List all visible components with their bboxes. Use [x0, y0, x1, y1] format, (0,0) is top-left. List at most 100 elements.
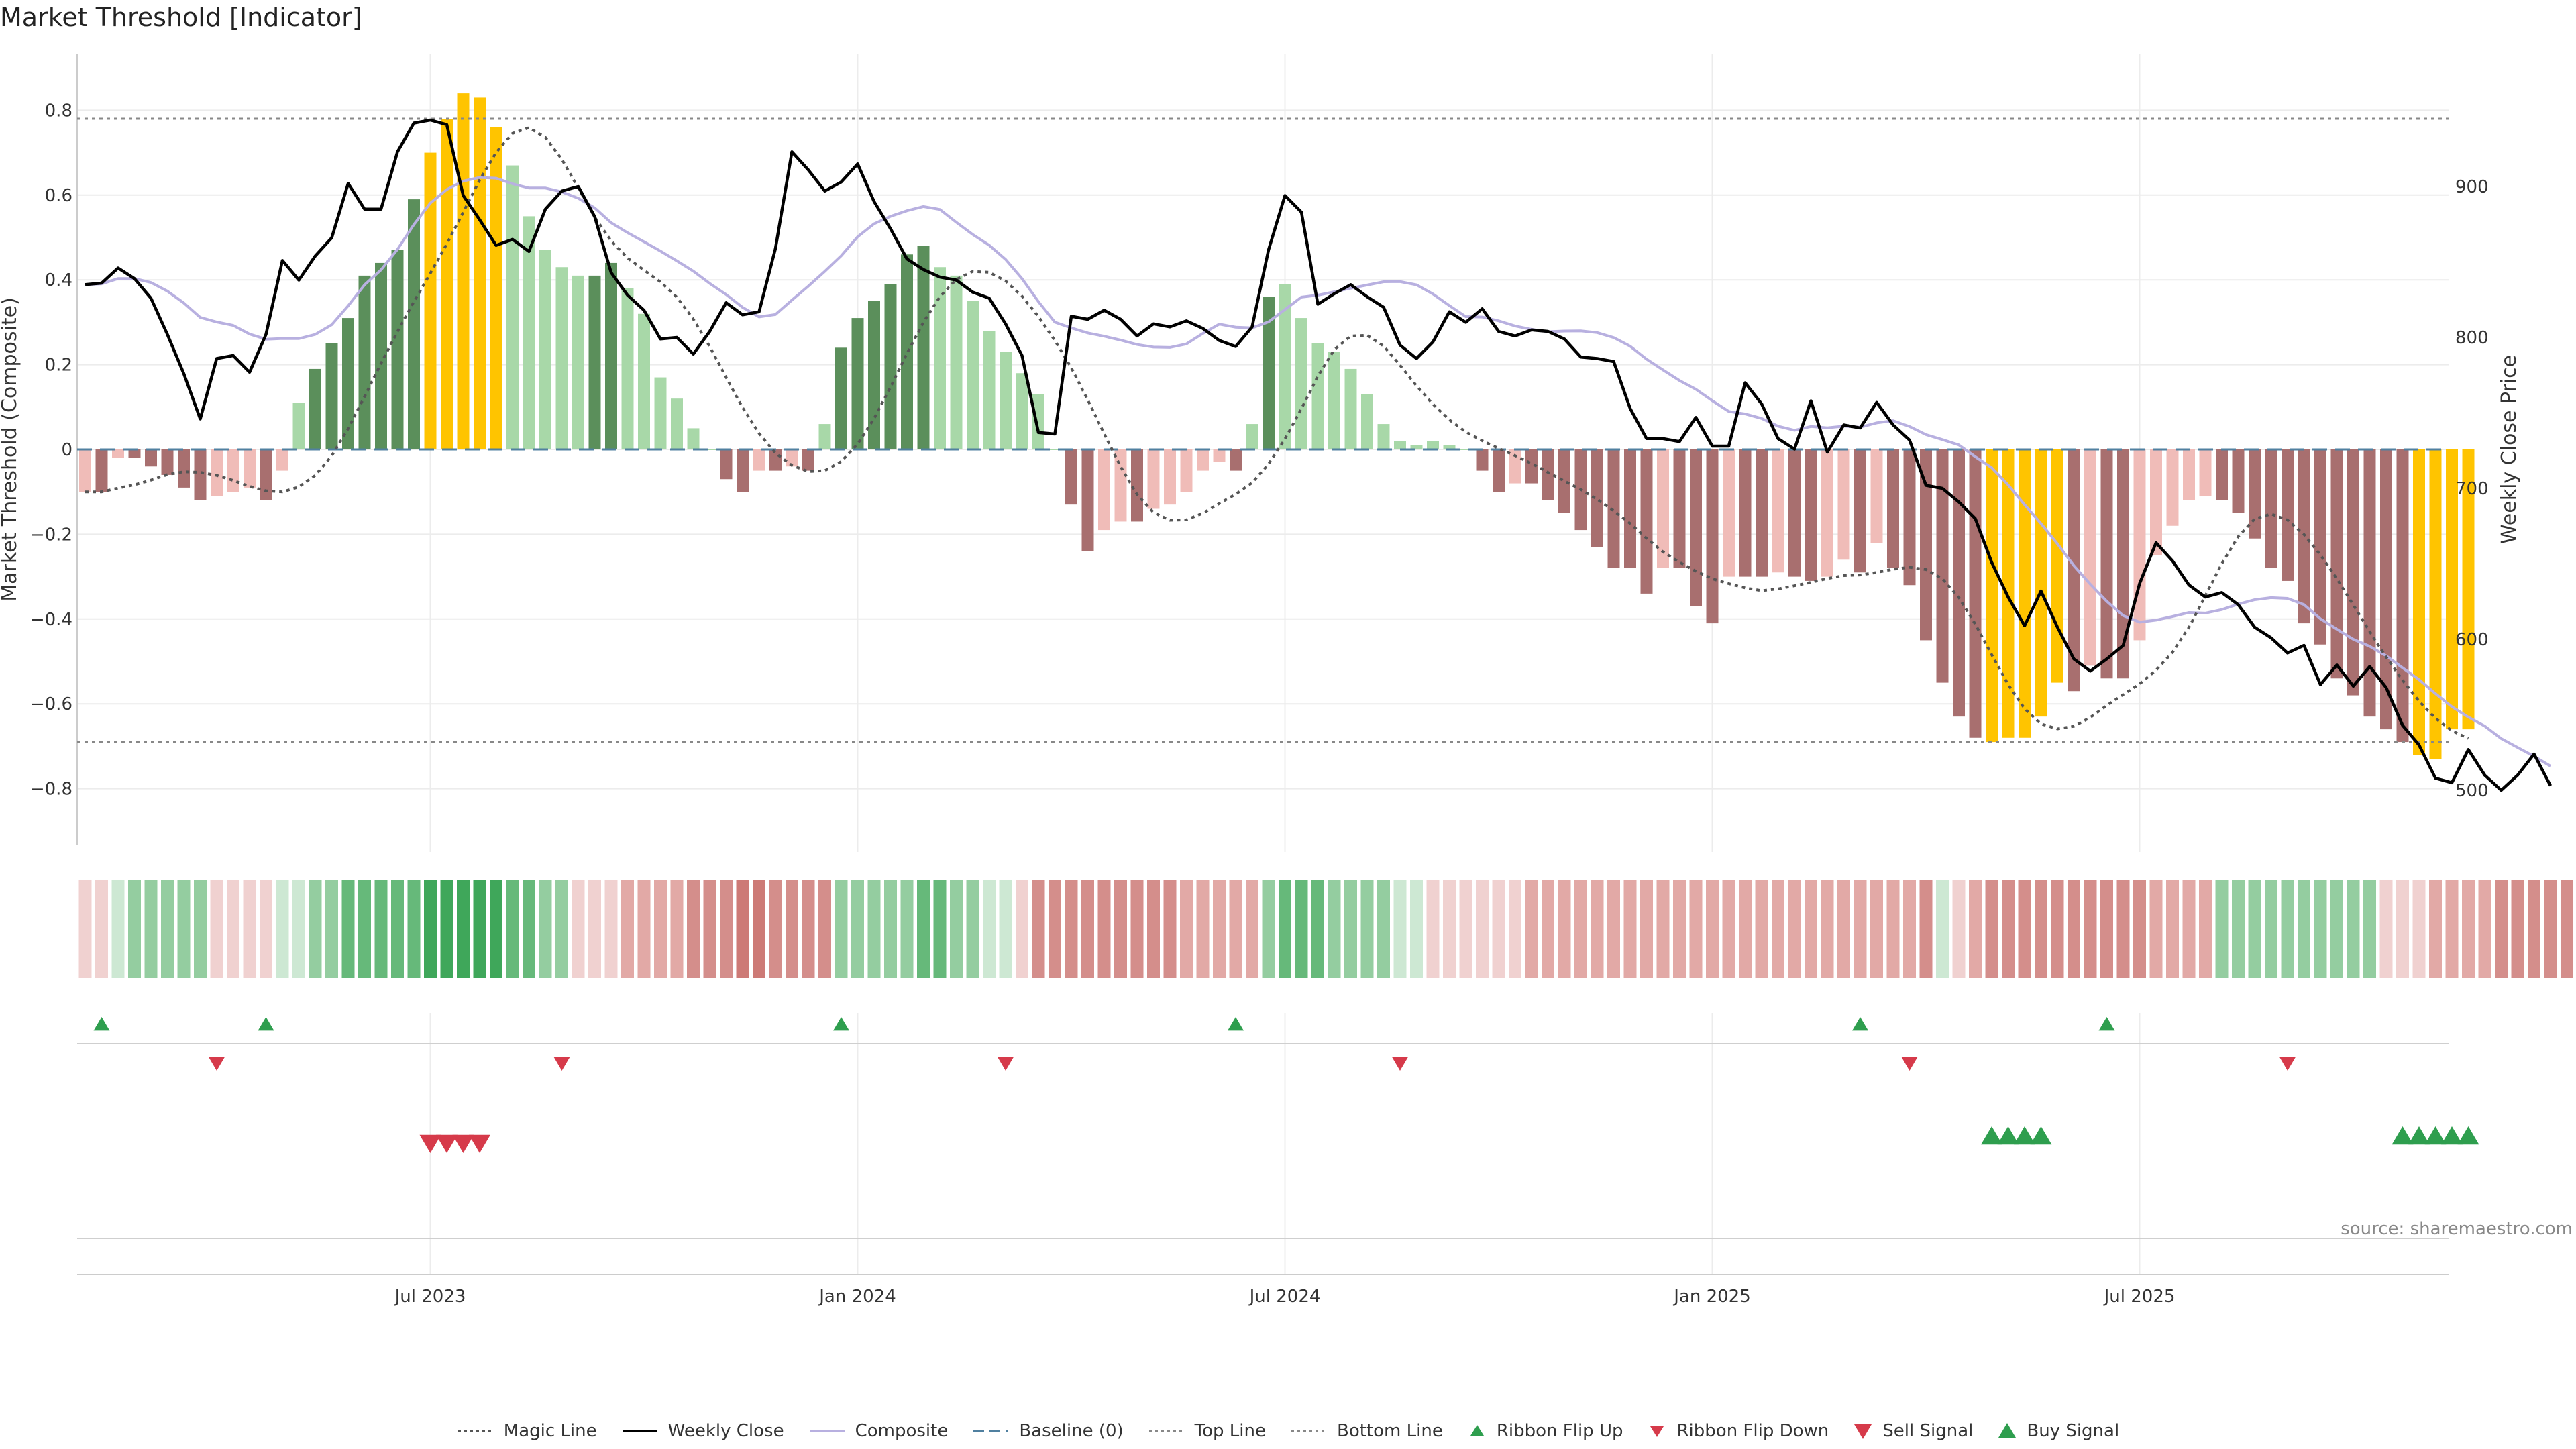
- composite-bar: [2330, 449, 2343, 679]
- composite-bar: [2051, 449, 2063, 683]
- composite-bar: [1377, 424, 1390, 449]
- composite-bar: [1591, 449, 1603, 547]
- buy-signal-marker: [2014, 1126, 2035, 1145]
- ribbon-cell: [917, 880, 930, 978]
- ribbon-cell: [1591, 880, 1604, 978]
- ribbon-cell: [2068, 880, 2080, 978]
- composite-bar: [2429, 449, 2442, 759]
- ribbon-cell: [2429, 880, 2442, 978]
- ribbon-cell: [1459, 880, 1472, 978]
- ribbon-flip-down-marker: [1392, 1057, 1408, 1071]
- composite-bar: [309, 368, 321, 449]
- composite-bar: [934, 267, 946, 449]
- composite-bar: [835, 347, 847, 449]
- ribbon-cell: [1163, 880, 1177, 978]
- composite-bar: [1032, 394, 1044, 449]
- ribbon-cell: [1623, 880, 1637, 978]
- composite-bar: [408, 199, 420, 449]
- y2-tick-label: 600: [2455, 630, 2489, 650]
- ribbon-cell: [555, 880, 568, 978]
- composite-bar: [358, 275, 371, 449]
- composite-bar: [1821, 449, 1833, 577]
- composite-bar: [276, 449, 288, 471]
- ribbon-cell: [1936, 880, 1949, 978]
- buy-signal-marker: [2392, 1126, 2414, 1145]
- ribbon-cell: [786, 880, 798, 978]
- composite-bar: [671, 398, 683, 449]
- legend-swatch: [1854, 1424, 1872, 1439]
- ribbon-cell: [1837, 880, 1850, 978]
- chart-title: Market Threshold [Indicator]: [0, 3, 362, 32]
- composite-bar: [1805, 449, 1817, 581]
- ribbon-cell: [2182, 880, 2196, 978]
- composite-bar: [802, 449, 814, 471]
- composite-bar: [2019, 449, 2031, 738]
- composite-bar: [112, 449, 124, 458]
- ribbon-flip-down-marker: [1901, 1057, 1918, 1071]
- ribbon-cell: [2051, 880, 2064, 978]
- ribbon-cell: [1393, 880, 1407, 978]
- ribbon-cell: [490, 880, 502, 978]
- ribbon-cell: [1739, 880, 1752, 978]
- composite-bar: [1098, 449, 1110, 531]
- ribbon-cell: [2265, 880, 2277, 978]
- sell-signal-marker: [419, 1134, 441, 1153]
- ribbon-cell: [1640, 880, 1653, 978]
- sell-signal-marker: [469, 1134, 490, 1153]
- legend-swatch: [622, 1430, 657, 1432]
- ribbon-cell: [1311, 880, 1324, 978]
- sell-signal-marker: [452, 1134, 474, 1153]
- ribbon-cell: [2199, 880, 2212, 978]
- ribbon-cell: [1772, 880, 1784, 978]
- legend-label: Ribbon Flip Down: [1676, 1421, 1829, 1441]
- ribbon-cell: [1180, 880, 1193, 978]
- ribbon-cell: [2544, 880, 2557, 978]
- ribbon-flip-up-marker: [2098, 1017, 2115, 1031]
- ribbon-cell: [1147, 880, 1160, 978]
- composite-bar: [523, 216, 535, 449]
- ribbon-cell: [276, 880, 289, 978]
- ribbon-cell: [1410, 880, 1423, 978]
- composite-bar: [325, 343, 338, 449]
- ribbon-cell: [78, 880, 92, 978]
- ribbon-cell: [194, 880, 207, 978]
- ribbon-cell: [1443, 880, 1456, 978]
- ribbon-cell: [572, 880, 585, 978]
- composite-bar: [79, 449, 91, 492]
- ribbon-cell: [687, 880, 700, 978]
- ribbon-cell: [2018, 880, 2031, 978]
- composite-bar: [1920, 449, 1932, 641]
- legend-item: Weekly Close: [621, 1421, 784, 1441]
- legend-label: Buy Signal: [2027, 1421, 2120, 1441]
- composite-bar: [884, 284, 897, 449]
- composite-bar: [917, 246, 930, 449]
- composite-bar: [2314, 449, 2326, 645]
- composite-bar: [901, 254, 913, 449]
- legend-item: Sell Signal: [1853, 1421, 1973, 1441]
- composite-bar: [1443, 445, 1456, 449]
- legend-item: Magic Line: [457, 1421, 597, 1441]
- ribbon-cell: [736, 880, 749, 978]
- chart-legend: Magic Line Weekly Close Composite Baseline …: [0, 1421, 2576, 1446]
- composite-bar: [244, 449, 256, 488]
- composite-bar: [178, 449, 190, 488]
- composite-bar: [638, 313, 650, 449]
- ribbon-cell: [95, 880, 108, 978]
- composite-bar: [375, 262, 387, 449]
- ribbon-flip-down-marker: [553, 1057, 570, 1071]
- ribbon-cell: [473, 880, 486, 978]
- ribbon-cell: [2100, 880, 2113, 978]
- ribbon-cell: [1081, 880, 1094, 978]
- ribbon-cell: [1525, 880, 1538, 978]
- composite-bar: [2166, 449, 2179, 526]
- composite-bar: [1114, 449, 1127, 522]
- ribbon-cell: [2363, 880, 2376, 978]
- composite-bar: [2413, 449, 2425, 755]
- legend-item: Bottom Line: [1290, 1421, 1443, 1441]
- ribbon-cell: [884, 880, 897, 978]
- composite-bar: [1493, 449, 1505, 492]
- ribbon-cell: [1360, 880, 1374, 978]
- ribbon-cell: [144, 880, 158, 978]
- composite-bar: [588, 275, 601, 449]
- ribbon-cell: [1114, 880, 1127, 978]
